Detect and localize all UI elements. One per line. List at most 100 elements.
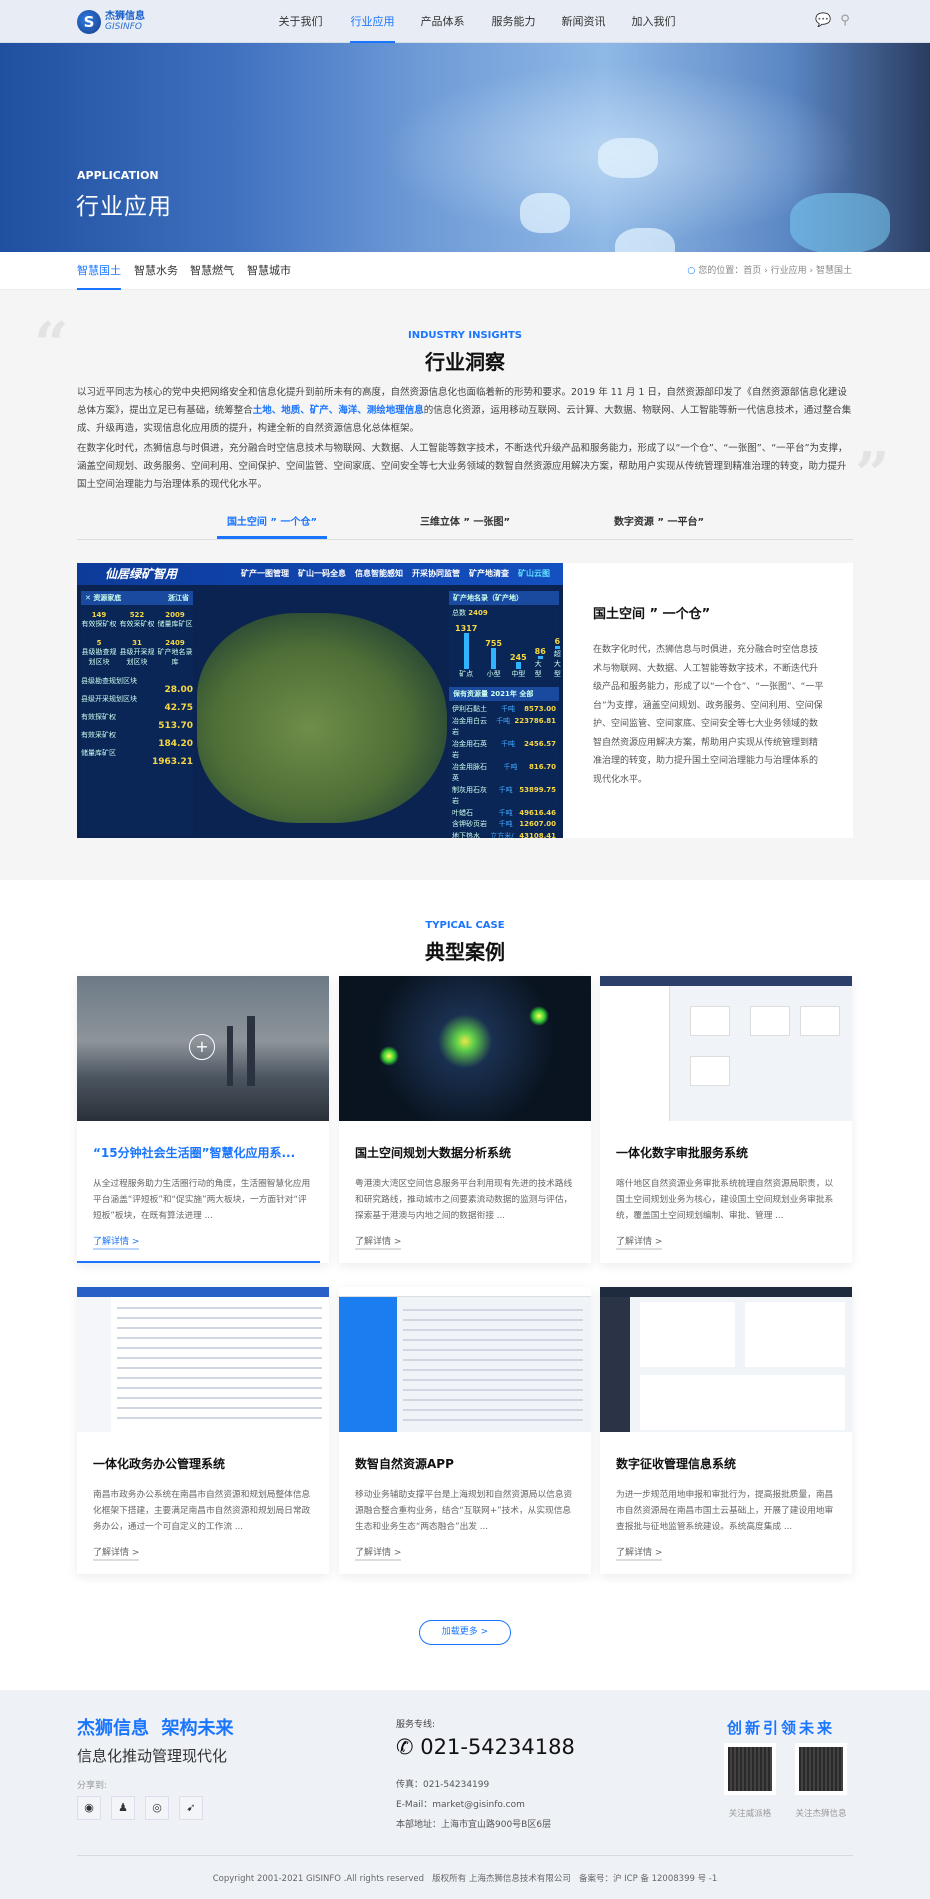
section-en-label: INDUSTRY INSIGHTS bbox=[407, 330, 523, 341]
sub-navigation: 智慧国土 智慧水务 智慧燃气 智慧城市 ○ 您的位置：首页 › 行业应用 › 智慧… bbox=[0, 252, 930, 290]
hero-title: 行业应用 bbox=[76, 194, 172, 220]
subtab-city[interactable]: 智慧城市 bbox=[247, 264, 291, 277]
hero-subtitle: APPLICATION bbox=[77, 169, 159, 182]
panel-title: 国土空间 ” 一个仓” bbox=[593, 607, 711, 622]
case-more-link[interactable]: 了解详情 > bbox=[93, 1234, 140, 1250]
case-title[interactable]: 数智自然资源APP bbox=[355, 1457, 454, 1471]
footer: 杰狮信息 架构未来 信息化推动管理现代化 分享到: ◉ ♟ ◎ ➹ 服务专线: … bbox=[0, 1690, 930, 1899]
logo-mark-icon: S bbox=[77, 10, 101, 34]
case-image[interactable]: + bbox=[77, 976, 329, 1121]
innovation-slogan: 创新引领未来 bbox=[727, 1719, 836, 1737]
reserve-row: 叶蜡石 千吨 49616.46 bbox=[452, 808, 556, 817]
logo-cn: 杰狮信息 bbox=[105, 11, 145, 22]
case-card[interactable]: 一体化政务办公管理系统 南昌市政务办公系统在南昌市自然资源和规划局整体信息化框架… bbox=[77, 1287, 329, 1574]
top-header: S 杰狮信息 GISINFO 关于我们 行业应用 产品体系 服务能力 新闻资讯 加… bbox=[0, 0, 930, 43]
nav-products[interactable]: 产品体系 bbox=[420, 15, 465, 28]
insight-panel: 仙居绿矿智用 矿产一图管理 矿山一码全息 信息智能感知 开采协同监管 矿产地清查 矿山云图… bbox=[77, 563, 853, 838]
case-card[interactable]: 数字征收管理信息系统 为进一步规范用地申报和审批行为，提高报批质量，南昌市自然资… bbox=[600, 1287, 852, 1574]
case-more-link[interactable]: 了解详情 > bbox=[616, 1234, 663, 1250]
case-card[interactable]: 国土空间规划大数据分析系统 粤港澳大湾区空间信息服务平台利用现有先进的技术路线和… bbox=[339, 976, 591, 1263]
nav-join[interactable]: 加入我们 bbox=[631, 15, 676, 28]
case-description: 从全过程服务助力生活圈行动的角度，生活圈智慧化应用平台涵盖“评短板”和“促实施”… bbox=[93, 1179, 311, 1221]
qr-code-1 bbox=[724, 1743, 776, 1795]
share-label: 分享到: bbox=[77, 1781, 108, 1791]
nav-news[interactable]: 新闻资讯 bbox=[561, 15, 606, 28]
subtab-land[interactable]: 智慧国土 bbox=[77, 252, 121, 290]
case-image[interactable] bbox=[600, 1287, 852, 1432]
case-description: 移动业务辅助支撑平台是上海规划和自然资源局以信息资源融合整合重构业务，结合“互联… bbox=[355, 1490, 573, 1532]
dashboard-left-panel: ✕ 资源家底 浙江省 149 有效探矿权 522 有效采矿权 2009 储量库矿区 5… bbox=[81, 591, 193, 835]
intro-paragraph-2: 在数字化时代，杰狮信息与时俱进，充分融合时空信息技术与物联网、大数据、人工智能等… bbox=[77, 443, 848, 490]
tab-one-platform[interactable]: 数字资源 ” 一平台” bbox=[613, 517, 705, 528]
qr-code-2 bbox=[795, 1743, 847, 1795]
insights-section: “ ” INDUSTRY INSIGHTS 行业洞察 以习近平同志为核心的党中央… bbox=[0, 290, 930, 880]
reserve-row: 含钾砂页岩 千吨 12607.00 bbox=[452, 820, 556, 828]
case-card[interactable]: 一体化数字审批服务系统 喀什地区自然资源业务审批系统梳理自然资源局职责，以国土空… bbox=[600, 976, 852, 1263]
case-card[interactable]: 数智自然资源APP 移动业务辅助支撑平台是上海规划和自然资源局以信息资源融合整合… bbox=[339, 1287, 591, 1574]
nav-services[interactable]: 服务能力 bbox=[491, 15, 536, 28]
case-more-link[interactable]: 了解详情 > bbox=[355, 1234, 402, 1250]
case-description: 喀什地区自然资源业务审批系统梳理自然资源局职责，以国土空间规划业务为核心，建设国… bbox=[616, 1179, 834, 1221]
breadcrumb-home[interactable]: 首页 bbox=[743, 266, 762, 276]
dashboard-screenshot: 仙居绿矿智用 矿产一图管理 矿山一码全息 信息智能感知 开采协同监管 矿产地清查 矿山云图… bbox=[77, 563, 563, 838]
case-image[interactable] bbox=[339, 976, 591, 1121]
case-card[interactable]: + “15分钟社会生活圈”智慧化应用系... 从全过程服务助力生活圈行动的角度，… bbox=[77, 976, 329, 1263]
fax: 传真：021-54234199 bbox=[396, 1780, 490, 1790]
nav-industry[interactable]: 行业应用 bbox=[350, 0, 395, 43]
dashboard-bar: 1317 矿点 bbox=[455, 624, 478, 678]
intro-paragraph-1: 以习近平同志为核心的党中央把网络安全和信息化提升到前所未有的高度，自然资源信息化… bbox=[77, 387, 852, 434]
subtab-water[interactable]: 智慧水务 bbox=[134, 264, 178, 277]
section-title: 行业洞察 bbox=[425, 350, 505, 374]
share-feather-icon[interactable]: ➹ bbox=[179, 1796, 203, 1820]
case-image[interactable] bbox=[77, 1287, 329, 1432]
footer-divider bbox=[77, 1855, 853, 1856]
tab-one-warehouse[interactable]: 国土空间 ” 一个仓” bbox=[217, 510, 327, 539]
case-description: 为进一步规范用地申报和审批行为，提高报批质量，南昌市自然资源局在南昌市国土云基础… bbox=[616, 1490, 834, 1532]
dashboard-bar: 6 超大型 bbox=[553, 637, 561, 678]
reserve-row: 冶金用脉石英 千吨 816.70 bbox=[452, 762, 556, 783]
qr-label-1: 关注威派格 bbox=[728, 1809, 772, 1819]
dashboard-bar: 86 大型 bbox=[534, 647, 546, 678]
dashboard-bar: 245 中型 bbox=[509, 653, 527, 678]
breadcrumb-industry[interactable]: 行业应用 bbox=[770, 266, 807, 276]
share-weibo-icon[interactable]: ◎ bbox=[145, 1796, 169, 1820]
case-more-link[interactable]: 了解详情 > bbox=[616, 1545, 663, 1561]
case-image[interactable] bbox=[339, 1287, 591, 1432]
reserve-row: 制灰用石灰岩 千吨 53899.75 bbox=[452, 785, 556, 806]
footer-subslogan: 信息化推动管理现代化 bbox=[77, 1747, 228, 1765]
share-qq-icon[interactable]: ♟ bbox=[111, 1796, 135, 1820]
case-image[interactable] bbox=[600, 976, 852, 1121]
email: E-Mail：market@gisinfo.com bbox=[396, 1800, 525, 1810]
location-icon: ○ bbox=[687, 266, 696, 276]
subtab-gas[interactable]: 智慧燃气 bbox=[190, 264, 234, 277]
case-description: 南昌市政务办公系统在南昌市自然资源和规划局整体信息化框架下搭建，主要满足南昌市自… bbox=[93, 1490, 311, 1532]
reserve-row: 冶金用白云岩 千吨 223786.81 bbox=[452, 716, 556, 737]
case-title[interactable]: 一体化数字审批服务系统 bbox=[616, 1146, 749, 1160]
nav-about[interactable]: 关于我们 bbox=[278, 15, 323, 28]
share-wechat-icon[interactable]: ◉ bbox=[77, 1796, 101, 1820]
tab-one-map[interactable]: 三维立体 ” 一张图” bbox=[419, 517, 511, 528]
address: 本部地址：上海市宜山路900号B区6层 bbox=[396, 1820, 552, 1830]
logo[interactable]: S 杰狮信息 GISINFO bbox=[77, 9, 157, 35]
load-more-button[interactable]: 加载更多 > bbox=[419, 1620, 511, 1645]
breadcrumb-label: 您的位置： bbox=[698, 266, 744, 276]
case-title[interactable]: 国土空间规划大数据分析系统 bbox=[355, 1146, 512, 1160]
cases-title: 典型案例 bbox=[425, 940, 505, 964]
case-title[interactable]: 数字征收管理信息系统 bbox=[616, 1457, 737, 1471]
phone-icon: ✆ bbox=[396, 1735, 421, 1759]
quote-close-icon: ” bbox=[855, 440, 890, 510]
wechat-icon[interactable]: 💬 bbox=[815, 13, 832, 28]
cases-section: TYPICAL CASE 典型案例 + “15分钟社会生活圈”智慧化应用系...… bbox=[0, 880, 930, 1690]
logo-en: GISINFO bbox=[105, 22, 142, 32]
search-icon[interactable]: ⚲ bbox=[840, 13, 850, 28]
case-title[interactable]: 一体化政务办公管理系统 bbox=[93, 1457, 226, 1471]
phone-number: ✆ 021-54234188 bbox=[396, 1735, 575, 1759]
insight-tabs: 国土空间 ” 一个仓” 三维立体 ” 一张图” 数字资源 ” 一平台” bbox=[77, 510, 853, 540]
map-image bbox=[197, 613, 447, 823]
panel-body: 在数字化时代，杰狮信息与时俱进，充分融合时空信息技术与物联网、大数据、人工智能等… bbox=[593, 645, 824, 785]
panel-text: 国土空间 ” 一个仓” 在数字化时代，杰狮信息与时俱进，充分融合时空信息技术与物… bbox=[563, 563, 823, 838]
case-more-link[interactable]: 了解详情 > bbox=[93, 1545, 140, 1561]
qr-label-2: 关注杰狮信息 bbox=[795, 1809, 847, 1819]
case-more-link[interactable]: 了解详情 > bbox=[355, 1545, 402, 1561]
case-title[interactable]: “15分钟社会生活圈”智慧化应用系... bbox=[93, 1146, 296, 1160]
